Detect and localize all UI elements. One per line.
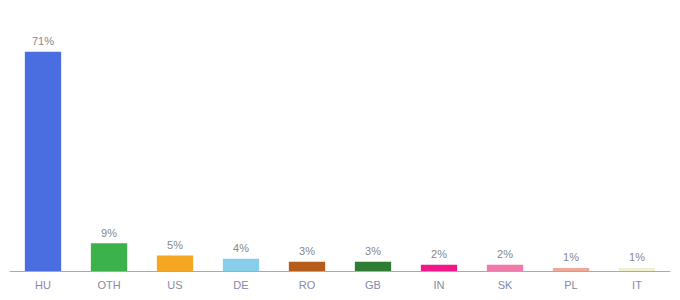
- svg-text:SK: SK: [498, 279, 513, 291]
- svg-text:PL: PL: [564, 279, 577, 291]
- svg-text:GB: GB: [365, 279, 381, 291]
- svg-text:1%: 1%: [629, 251, 645, 263]
- svg-text:4%: 4%: [233, 242, 249, 254]
- svg-text:DE: DE: [233, 279, 248, 291]
- svg-text:2%: 2%: [431, 248, 447, 260]
- svg-text:IN: IN: [434, 279, 445, 291]
- svg-text:RO: RO: [299, 279, 316, 291]
- svg-text:OTH: OTH: [97, 279, 120, 291]
- svg-text:HU: HU: [35, 279, 51, 291]
- svg-text:IT: IT: [632, 279, 642, 291]
- svg-text:5%: 5%: [167, 239, 183, 251]
- svg-text:3%: 3%: [365, 245, 381, 257]
- svg-text:3%: 3%: [299, 245, 315, 257]
- svg-text:2%: 2%: [497, 248, 513, 260]
- svg-text:1%: 1%: [563, 251, 579, 263]
- svg-text:71%: 71%: [32, 35, 54, 47]
- svg-text:US: US: [167, 279, 182, 291]
- svg-text:9%: 9%: [101, 227, 117, 239]
